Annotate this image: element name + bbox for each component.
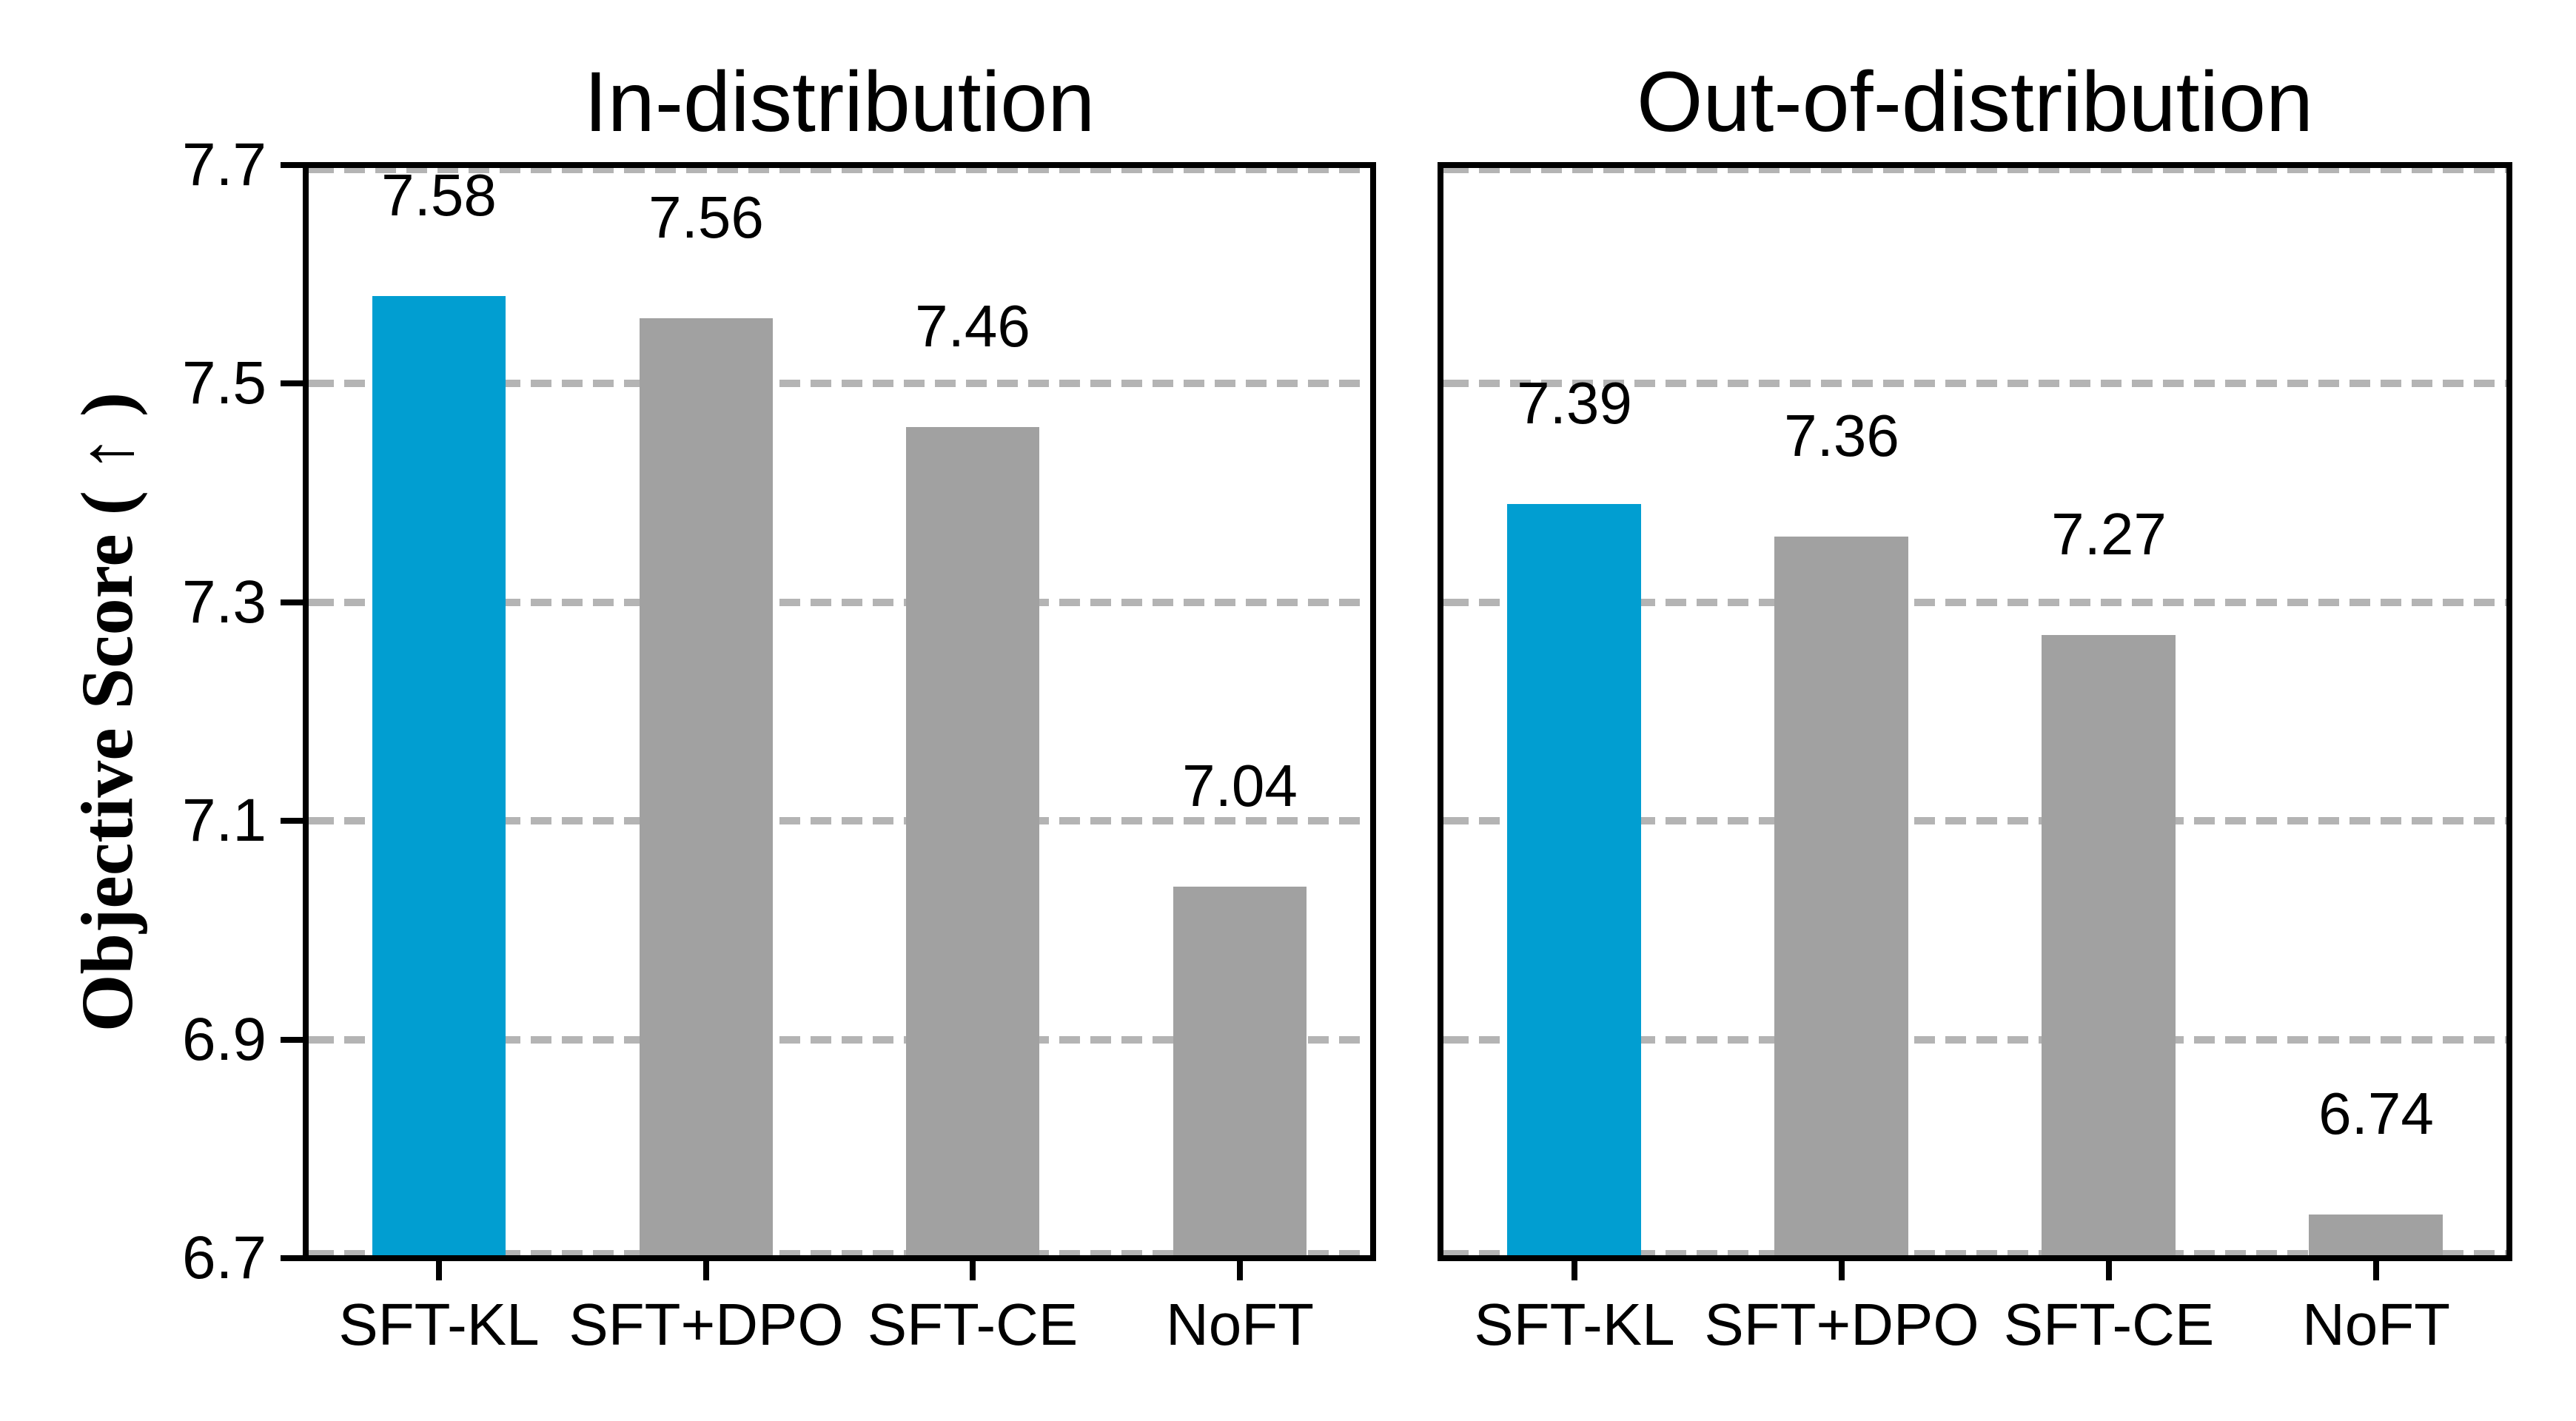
top-spine (1438, 162, 2512, 168)
left-spine (1438, 162, 1443, 1261)
top-spine (303, 162, 1376, 168)
gridline (1440, 599, 2509, 606)
y-tick-label: 6.9 (182, 1006, 266, 1073)
y-tick-label: 7.7 (182, 131, 266, 198)
bar-sft-dpo (640, 318, 773, 1258)
gridline (306, 167, 1373, 173)
gridline (1440, 380, 2509, 387)
panel-title: Out-of-distribution (1637, 55, 2313, 150)
x-tick (2373, 1261, 2379, 1280)
x-tick-label: SFT-KL (1474, 1291, 1675, 1357)
y-tick (281, 162, 303, 168)
y-tick (281, 818, 303, 824)
bar-value-label: 7.56 (648, 184, 764, 250)
x-tick-label: SFT+DPO (1704, 1291, 1979, 1357)
gridline (1440, 167, 2509, 173)
x-tick (970, 1261, 976, 1280)
gridline (306, 817, 1373, 824)
bottom-spine (303, 1255, 1376, 1261)
x-tick (1572, 1261, 1577, 1280)
x-tick (703, 1261, 709, 1280)
bar-noft (2309, 1215, 2443, 1258)
bar-sft-dpo (1774, 537, 1908, 1258)
x-tick-label: SFT-CE (867, 1291, 1079, 1357)
y-tick (281, 1037, 303, 1043)
gridline (306, 1250, 1373, 1256)
gridline (306, 380, 1373, 387)
x-tick-label: NoFT (1166, 1291, 1314, 1357)
left-spine (303, 162, 309, 1261)
x-tick (436, 1261, 442, 1280)
x-tick (1237, 1261, 1243, 1280)
bar-sft-ce (2042, 635, 2176, 1258)
gridline (1440, 817, 2509, 824)
panel-title: In-distribution (583, 55, 1096, 150)
bar-noft (1173, 887, 1307, 1258)
y-tick-label: 7.1 (182, 787, 266, 854)
bar-sft-ce (906, 427, 1039, 1258)
x-tick-label: SFT+DPO (568, 1291, 844, 1357)
x-tick (2106, 1261, 2112, 1280)
bar-value-label: 7.04 (1182, 753, 1298, 819)
gridline (306, 1036, 1373, 1044)
right-spine (1370, 162, 1376, 1261)
x-tick (1839, 1261, 1845, 1280)
bar-sft-kl (372, 296, 506, 1258)
bar-value-label: 7.39 (1517, 370, 1632, 436)
bottom-spine (1438, 1255, 2512, 1261)
gridline (1440, 1036, 2509, 1044)
right-spine (2506, 162, 2512, 1261)
y-tick (281, 380, 303, 386)
y-axis-label: Objective Score ( ↑ ) (66, 392, 148, 1032)
x-tick-label: NoFT (2302, 1291, 2450, 1357)
bar-sft-kl (1507, 504, 1641, 1258)
bar-value-label: 7.36 (1784, 403, 1899, 468)
bar-value-label: 7.46 (915, 293, 1030, 359)
y-tick (281, 1255, 303, 1261)
x-tick-label: SFT-KL (338, 1291, 540, 1357)
gridline (1440, 1250, 2509, 1256)
gridline (306, 599, 1373, 606)
y-tick-label: 7.3 (182, 568, 266, 636)
y-tick (281, 599, 303, 605)
bar-value-label: 7.58 (381, 162, 497, 228)
bar-value-label: 6.74 (2318, 1081, 2434, 1146)
x-tick-label: SFT-CE (2003, 1291, 2215, 1357)
y-tick-label: 6.7 (182, 1224, 266, 1291)
y-tick-label: 7.5 (182, 349, 266, 417)
bar-value-label: 7.27 (2051, 501, 2167, 567)
